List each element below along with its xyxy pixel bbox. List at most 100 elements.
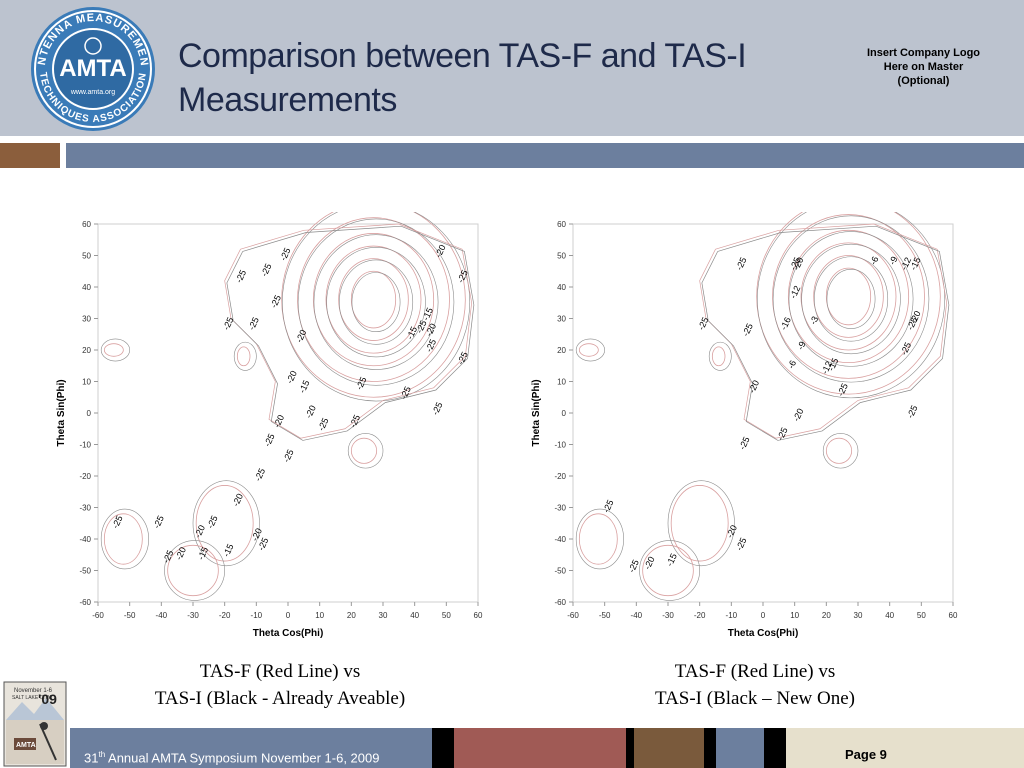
x-tick-label: 10: [315, 611, 324, 620]
x-tick-label: -10: [726, 611, 738, 620]
contour-label: -15: [420, 306, 435, 322]
contour-label: -25: [734, 256, 749, 272]
contour-black: [313, 234, 439, 370]
contour-black: [708, 341, 732, 371]
y-tick-label: 20: [557, 346, 566, 355]
badge-mid: SALT LAKE CITY: [12, 695, 52, 701]
contour-red: [825, 267, 872, 326]
x-tick-label: 50: [917, 611, 926, 620]
contour-red: [236, 346, 251, 367]
contour-label: -25: [424, 338, 439, 354]
x-tick-label: -50: [599, 611, 611, 620]
contour-label: -12: [899, 256, 914, 272]
badge-top: November 1-6: [14, 688, 53, 694]
contour-label: -25: [775, 426, 790, 442]
contour-black: [822, 433, 859, 469]
y-tick-label: 30: [557, 315, 566, 324]
y-tick-label: -50: [79, 567, 91, 576]
contour-black: [813, 256, 889, 342]
y-tick-label: 60: [82, 220, 91, 229]
contour-label: -12: [788, 284, 803, 300]
contour-label: -20: [433, 243, 448, 259]
insert-logo-line-2: Here on Master: [883, 61, 964, 73]
x-tick-label: -30: [662, 611, 674, 620]
x-axis-label: Theta Cos(Phi): [728, 628, 799, 639]
contour-label: -15: [405, 325, 420, 341]
contour-label: -25: [348, 413, 363, 429]
contour-label: -9: [795, 340, 807, 351]
contour-black: [326, 247, 426, 358]
contour-red: [350, 437, 378, 464]
contour-label: -9: [887, 255, 899, 266]
slide-header: [0, 0, 1024, 136]
contour-label: -25: [151, 514, 166, 530]
contour-black: [297, 218, 455, 386]
contour-label: -20: [724, 523, 739, 539]
contour-label: -25: [734, 536, 749, 552]
plot-area: [572, 223, 954, 603]
contour-label: -20: [791, 256, 806, 272]
contour-label: -25: [221, 316, 236, 332]
caption-left-line-1: TAS-F (Red Line) vs: [199, 661, 361, 682]
contour-black: [639, 540, 700, 601]
contour-black: [701, 225, 950, 441]
y-tick-label: 50: [82, 252, 91, 261]
contour-red: [711, 346, 726, 367]
contour-black: [347, 433, 384, 469]
contour-black: [100, 508, 149, 570]
contour-label: -20: [303, 404, 318, 420]
contour-label: -12: [819, 360, 834, 376]
y-tick-label: -40: [79, 535, 91, 544]
contour-label: -25: [835, 382, 850, 398]
x-tick-label: 20: [347, 611, 356, 620]
y-axis-label: Theta Sin(Phi): [531, 379, 542, 446]
contour-red: [772, 214, 925, 379]
contour-red: [578, 513, 618, 565]
contour-label: -25: [788, 256, 803, 272]
contour-label: -25: [899, 341, 914, 357]
y-tick-label: 30: [82, 315, 91, 324]
caption-left-line-2: TAS-I (Black - Already Aveable): [154, 688, 406, 709]
y-tick-label: -10: [554, 441, 566, 450]
contour-label: -25: [455, 350, 470, 366]
page-title: Comparison between TAS-F and TAS-I Measu…: [178, 34, 838, 122]
contour-red: [800, 242, 897, 351]
x-axis-label: Theta Cos(Phi): [253, 628, 324, 639]
logo-center-text: AMTA: [59, 55, 127, 82]
contour-red: [642, 544, 694, 597]
contour-chart-left: -60 -50 -40 -30 -20 -10 0 10 20 30 40 50 60 60 50 40 30 2…: [56, 212, 483, 639]
contour-label: -25: [110, 514, 125, 530]
contour-label: -25: [281, 448, 296, 464]
x-tick-label: -60: [567, 611, 579, 620]
contour-red: [338, 258, 409, 341]
x-tick-label: 40: [410, 611, 419, 620]
contour-black: [164, 540, 225, 601]
y-tick-label: 20: [82, 346, 91, 355]
contour-label: -20: [791, 407, 806, 423]
contour-black: [801, 243, 901, 355]
contour-label: -15: [664, 552, 679, 568]
contour-label: -20: [249, 527, 264, 543]
x-tick-label: -20: [694, 611, 706, 620]
title-line-2: Measurements: [178, 81, 397, 119]
x-tick-label: -10: [251, 611, 263, 620]
contour-label: -6: [868, 255, 880, 266]
contour-red: [312, 233, 435, 367]
contour-label: -16: [778, 316, 793, 332]
contour-black: [226, 225, 475, 441]
y-tick-label: -30: [554, 504, 566, 513]
y-tick-label: 60: [557, 220, 566, 229]
y-tick-label: -20: [79, 472, 91, 481]
y-tick-label: 40: [82, 283, 91, 292]
contour-label: -25: [740, 322, 755, 338]
contour-black: [788, 231, 914, 367]
contour-label: -6: [786, 359, 798, 370]
title-line-1: Comparison between TAS-F and TAS-I: [178, 37, 747, 75]
footer-symposium-text: 31th Annual AMTA Symposium November 1-6,…: [84, 750, 380, 766]
contour-red: [825, 437, 853, 464]
contour-black: [575, 508, 624, 570]
contour-label: -15: [826, 356, 841, 372]
contour-red: [756, 212, 941, 395]
contour-label: -25: [234, 268, 249, 284]
